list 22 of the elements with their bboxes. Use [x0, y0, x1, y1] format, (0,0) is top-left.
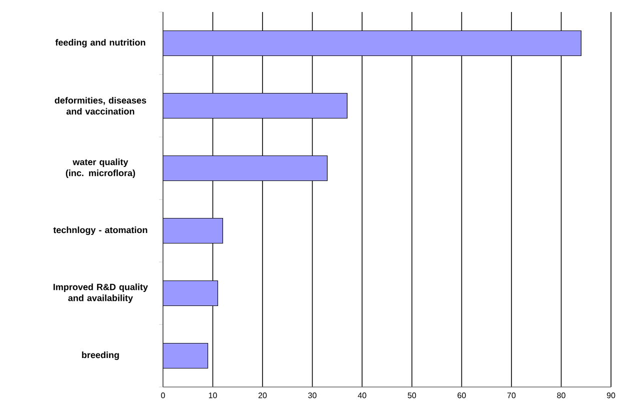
bar — [163, 155, 328, 182]
bar — [163, 342, 208, 369]
x-tick-label: 10 — [208, 392, 217, 398]
bar — [163, 30, 582, 56]
bar — [163, 218, 224, 244]
x-tick-label: 70 — [507, 392, 516, 398]
y-tick-label: feeding and nutrition — [55, 39, 146, 48]
y-tick-label: technlogy - atomation — [53, 226, 148, 235]
x-tick-label: 90 — [606, 392, 616, 398]
x-tick-label: 30 — [308, 392, 316, 398]
x-tick-label: 40 — [358, 392, 366, 398]
x-tick-label: 0 — [161, 392, 165, 398]
bar — [163, 280, 218, 306]
x-tick-label: 60 — [458, 392, 466, 398]
x-tick-label: 50 — [408, 392, 416, 398]
y-tick-label: Improved R&D quality and availability — [54, 284, 148, 303]
x-tick-label: 80 — [557, 392, 566, 398]
bar — [163, 92, 348, 119]
y-tick-label: breeding — [82, 352, 119, 360]
x-tick-label: 20 — [258, 392, 267, 398]
y-tick-label: deformities, diseases and vaccination — [54, 96, 146, 115]
y-tick-label: water quality (inc. microflora) — [66, 158, 136, 178]
